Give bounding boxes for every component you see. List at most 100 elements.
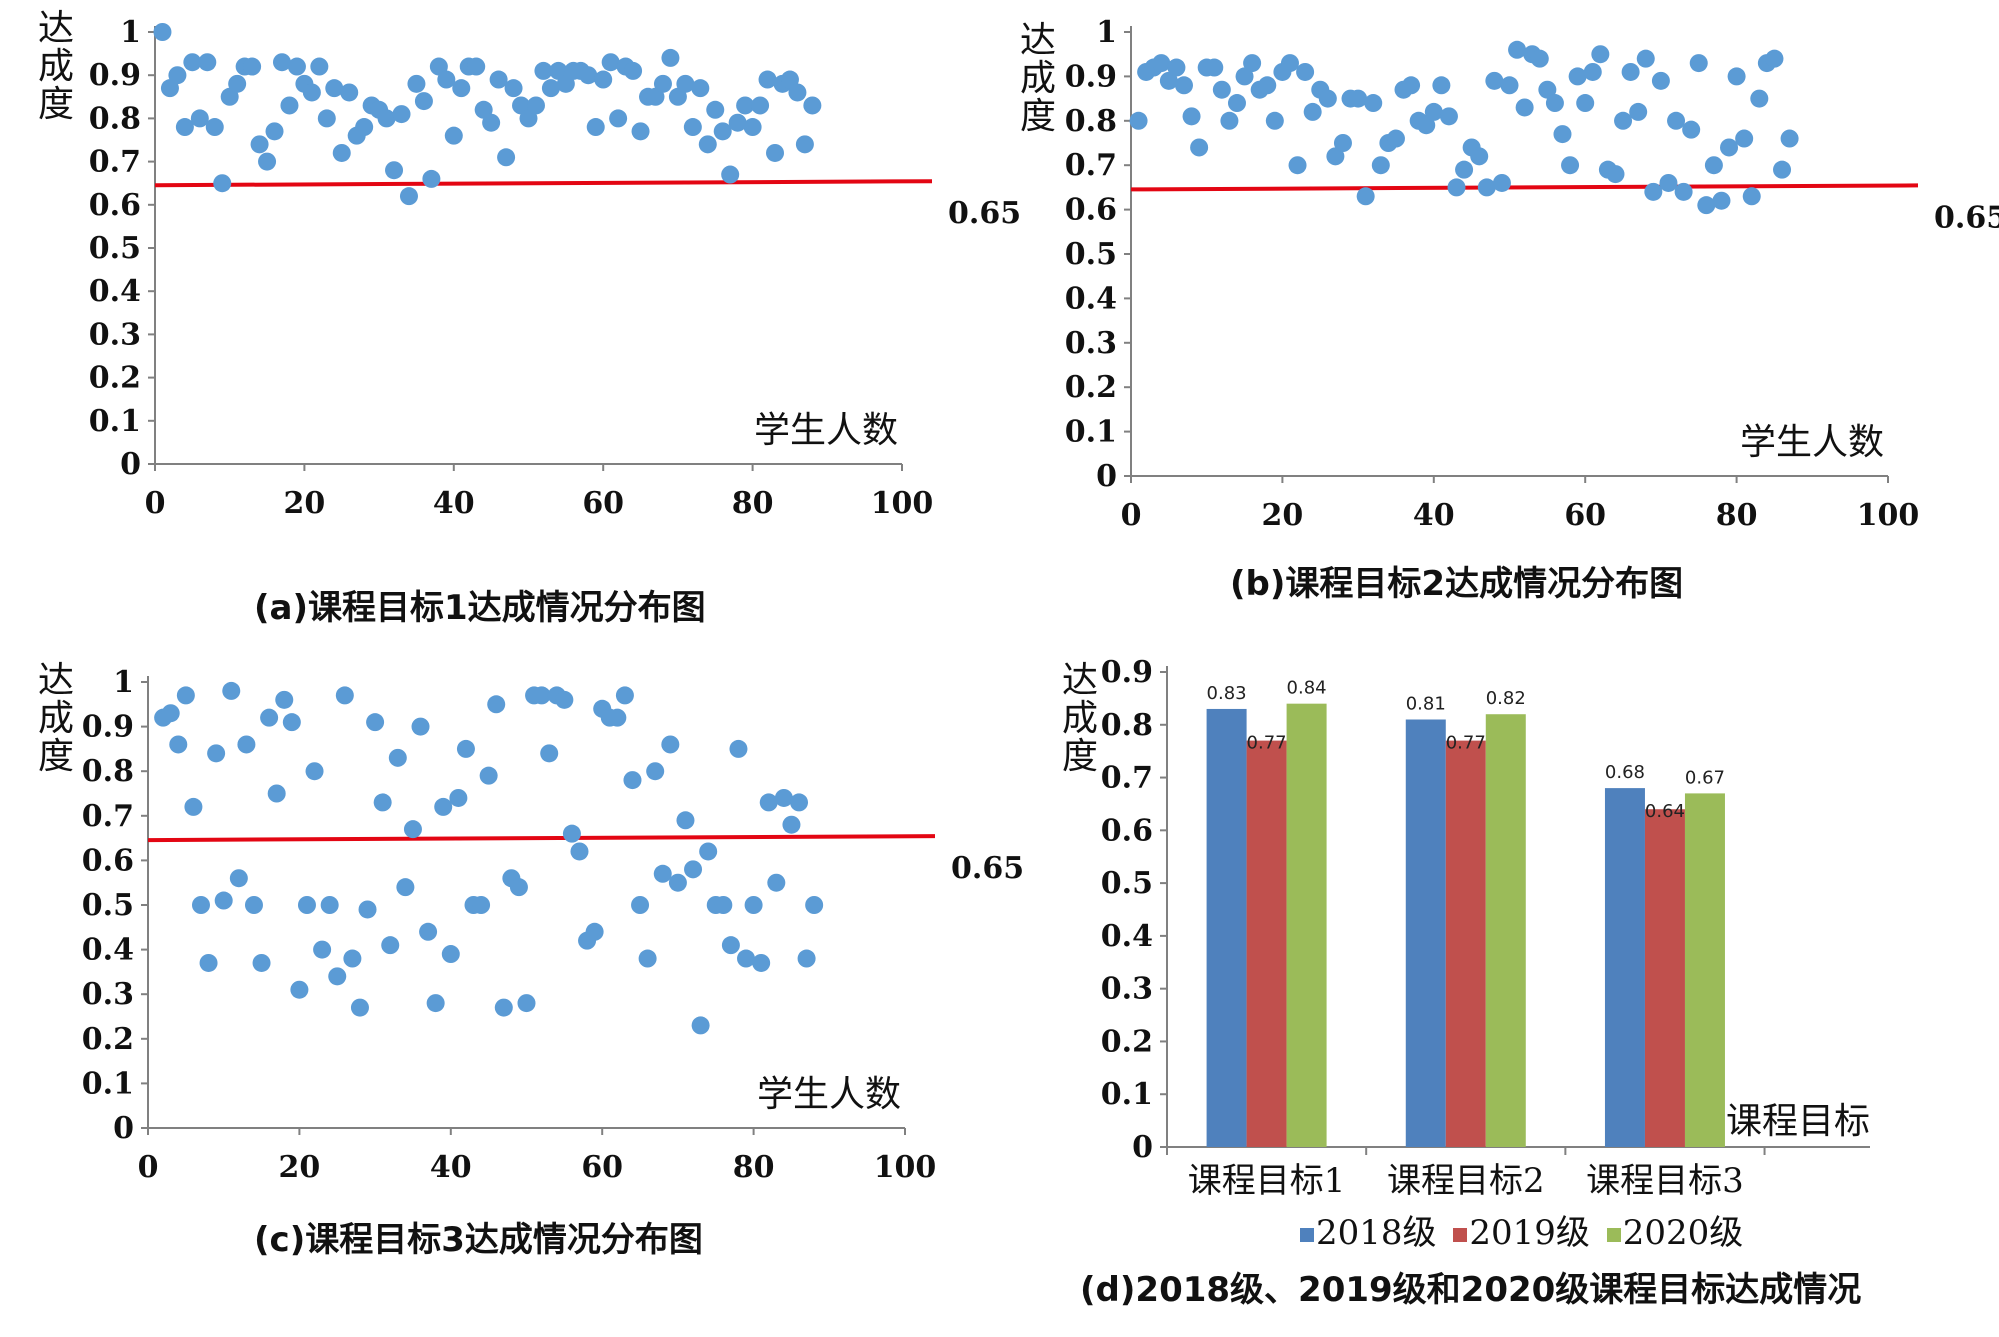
y-tick-label: 0.5 [1065,237,1117,272]
data-point [623,771,642,790]
data-point [290,980,309,999]
data-point [275,690,294,709]
data-point [698,135,717,154]
chart-panel-a: 达成度 0 0.1 0.2 0.3 0.4 0.5 0.6 0.7 0.8 0.9 1 0 20 40 60… [0,0,1021,640]
data-point [683,118,702,137]
chart-panel-c: 达成度 0 0.1 0.2 0.3 0.4 0.5 0.6 0.7 0.8 0.9 1 0 20 40 60… [38,662,1024,1186]
data-point [1265,111,1284,130]
data-point [198,53,217,72]
y-tick-label: 0.6 [82,843,134,878]
data-point [392,105,411,124]
data-point [721,165,740,184]
data-point [1356,187,1375,206]
x-tick-label: 80 [733,1150,775,1185]
y-tick-label: 0.1 [89,404,141,439]
data-point [736,96,755,115]
data-point [1333,134,1352,152]
data-point [797,949,816,968]
data-point [713,122,732,141]
data-point [1538,80,1557,99]
data-point [426,994,445,1013]
y-tick-label: 1 [113,665,134,700]
legend-item-2018: 2018级 [1300,1205,1437,1254]
x-axis-title: 学生人数 [754,410,898,451]
data-point [153,23,172,41]
bar-value-label: 0.81 [1406,694,1446,715]
data-point [1576,94,1595,113]
y-tick-label: 1 [120,15,141,50]
data-point [1545,94,1564,113]
data-point [317,109,336,128]
y-axis-title: 达成度 [1020,20,1057,137]
data-point [691,79,710,98]
data-point [191,896,210,914]
data-point [1644,182,1663,201]
data-point [377,109,396,128]
data-point [803,96,822,115]
data-point [1296,62,1315,81]
data-point [325,79,344,98]
scatter-chart-svg: 0 0.1 0.2 0.3 0.4 0.5 0.6 0.7 0.8 0.9 1 0 20 40 60 80 10… [1065,15,1999,533]
legend-label: 2018级 [1316,1213,1437,1253]
category-label: 课程目标2 [1387,1161,1545,1201]
data-point [456,739,475,758]
reference-line [1130,183,1919,192]
data-point [1568,67,1587,86]
data-point [497,148,516,167]
y-tick-label: 0.4 [1065,281,1117,316]
data-point [1697,196,1716,215]
data-point [297,896,316,914]
data-point [624,61,643,80]
x-tick-label: 100 [1857,498,1920,533]
x-axis-title: 学生人数 [757,1074,901,1115]
data-point [358,900,377,919]
data-point [758,70,777,89]
category-label: 课程目标1 [1188,1161,1346,1201]
data-point [1129,111,1148,130]
y-tick-label: 0.8 [89,101,141,136]
data-point [1674,182,1693,201]
data-point [555,690,574,709]
data-point [305,762,324,781]
legend-item-2019: 2019级 [1453,1205,1590,1254]
data-point [1629,102,1648,121]
data-point [489,70,508,89]
scatter-chart-svg: 0 0.1 0.2 0.3 0.4 0.5 0.6 0.7 0.8 0.9 1 0 20 40 60 80 10… [82,665,1024,1185]
x-tick-label: 20 [284,486,326,521]
legend-label: 2019级 [1469,1213,1590,1253]
data-point [1235,67,1254,86]
data-point [467,57,486,76]
y-axis-title: 达成度 [38,8,75,125]
data-point [385,161,404,180]
y-tick-label: 0.8 [1101,708,1153,743]
data-point [175,118,194,137]
bar [1286,703,1327,1147]
data-point [302,83,321,102]
y-tick-label: 0.6 [89,188,141,223]
data-point [214,891,233,910]
y-tick-label: 0.9 [1101,655,1153,690]
data-point [207,744,226,763]
x-tick-label: 0 [145,486,166,521]
data-point [1182,107,1201,126]
x-tick-label: 100 [871,486,934,521]
data-point [729,739,748,758]
data-point [183,53,202,72]
data-point [444,126,463,145]
legend-item-2020: 2020级 [1606,1205,1743,1254]
data-point [1614,111,1633,130]
data-point [1174,76,1193,95]
data-point [373,793,392,812]
bar [1644,809,1685,1147]
data-point [258,152,277,171]
data-point [328,967,347,986]
data-point [1190,138,1209,157]
data-point [1704,156,1723,175]
data-point [1227,94,1246,113]
data-point [168,66,187,85]
data-point [272,53,291,72]
data-point [229,869,248,888]
data-point [541,79,560,98]
y-tick-label: 0.9 [89,58,141,93]
data-point [422,169,441,188]
